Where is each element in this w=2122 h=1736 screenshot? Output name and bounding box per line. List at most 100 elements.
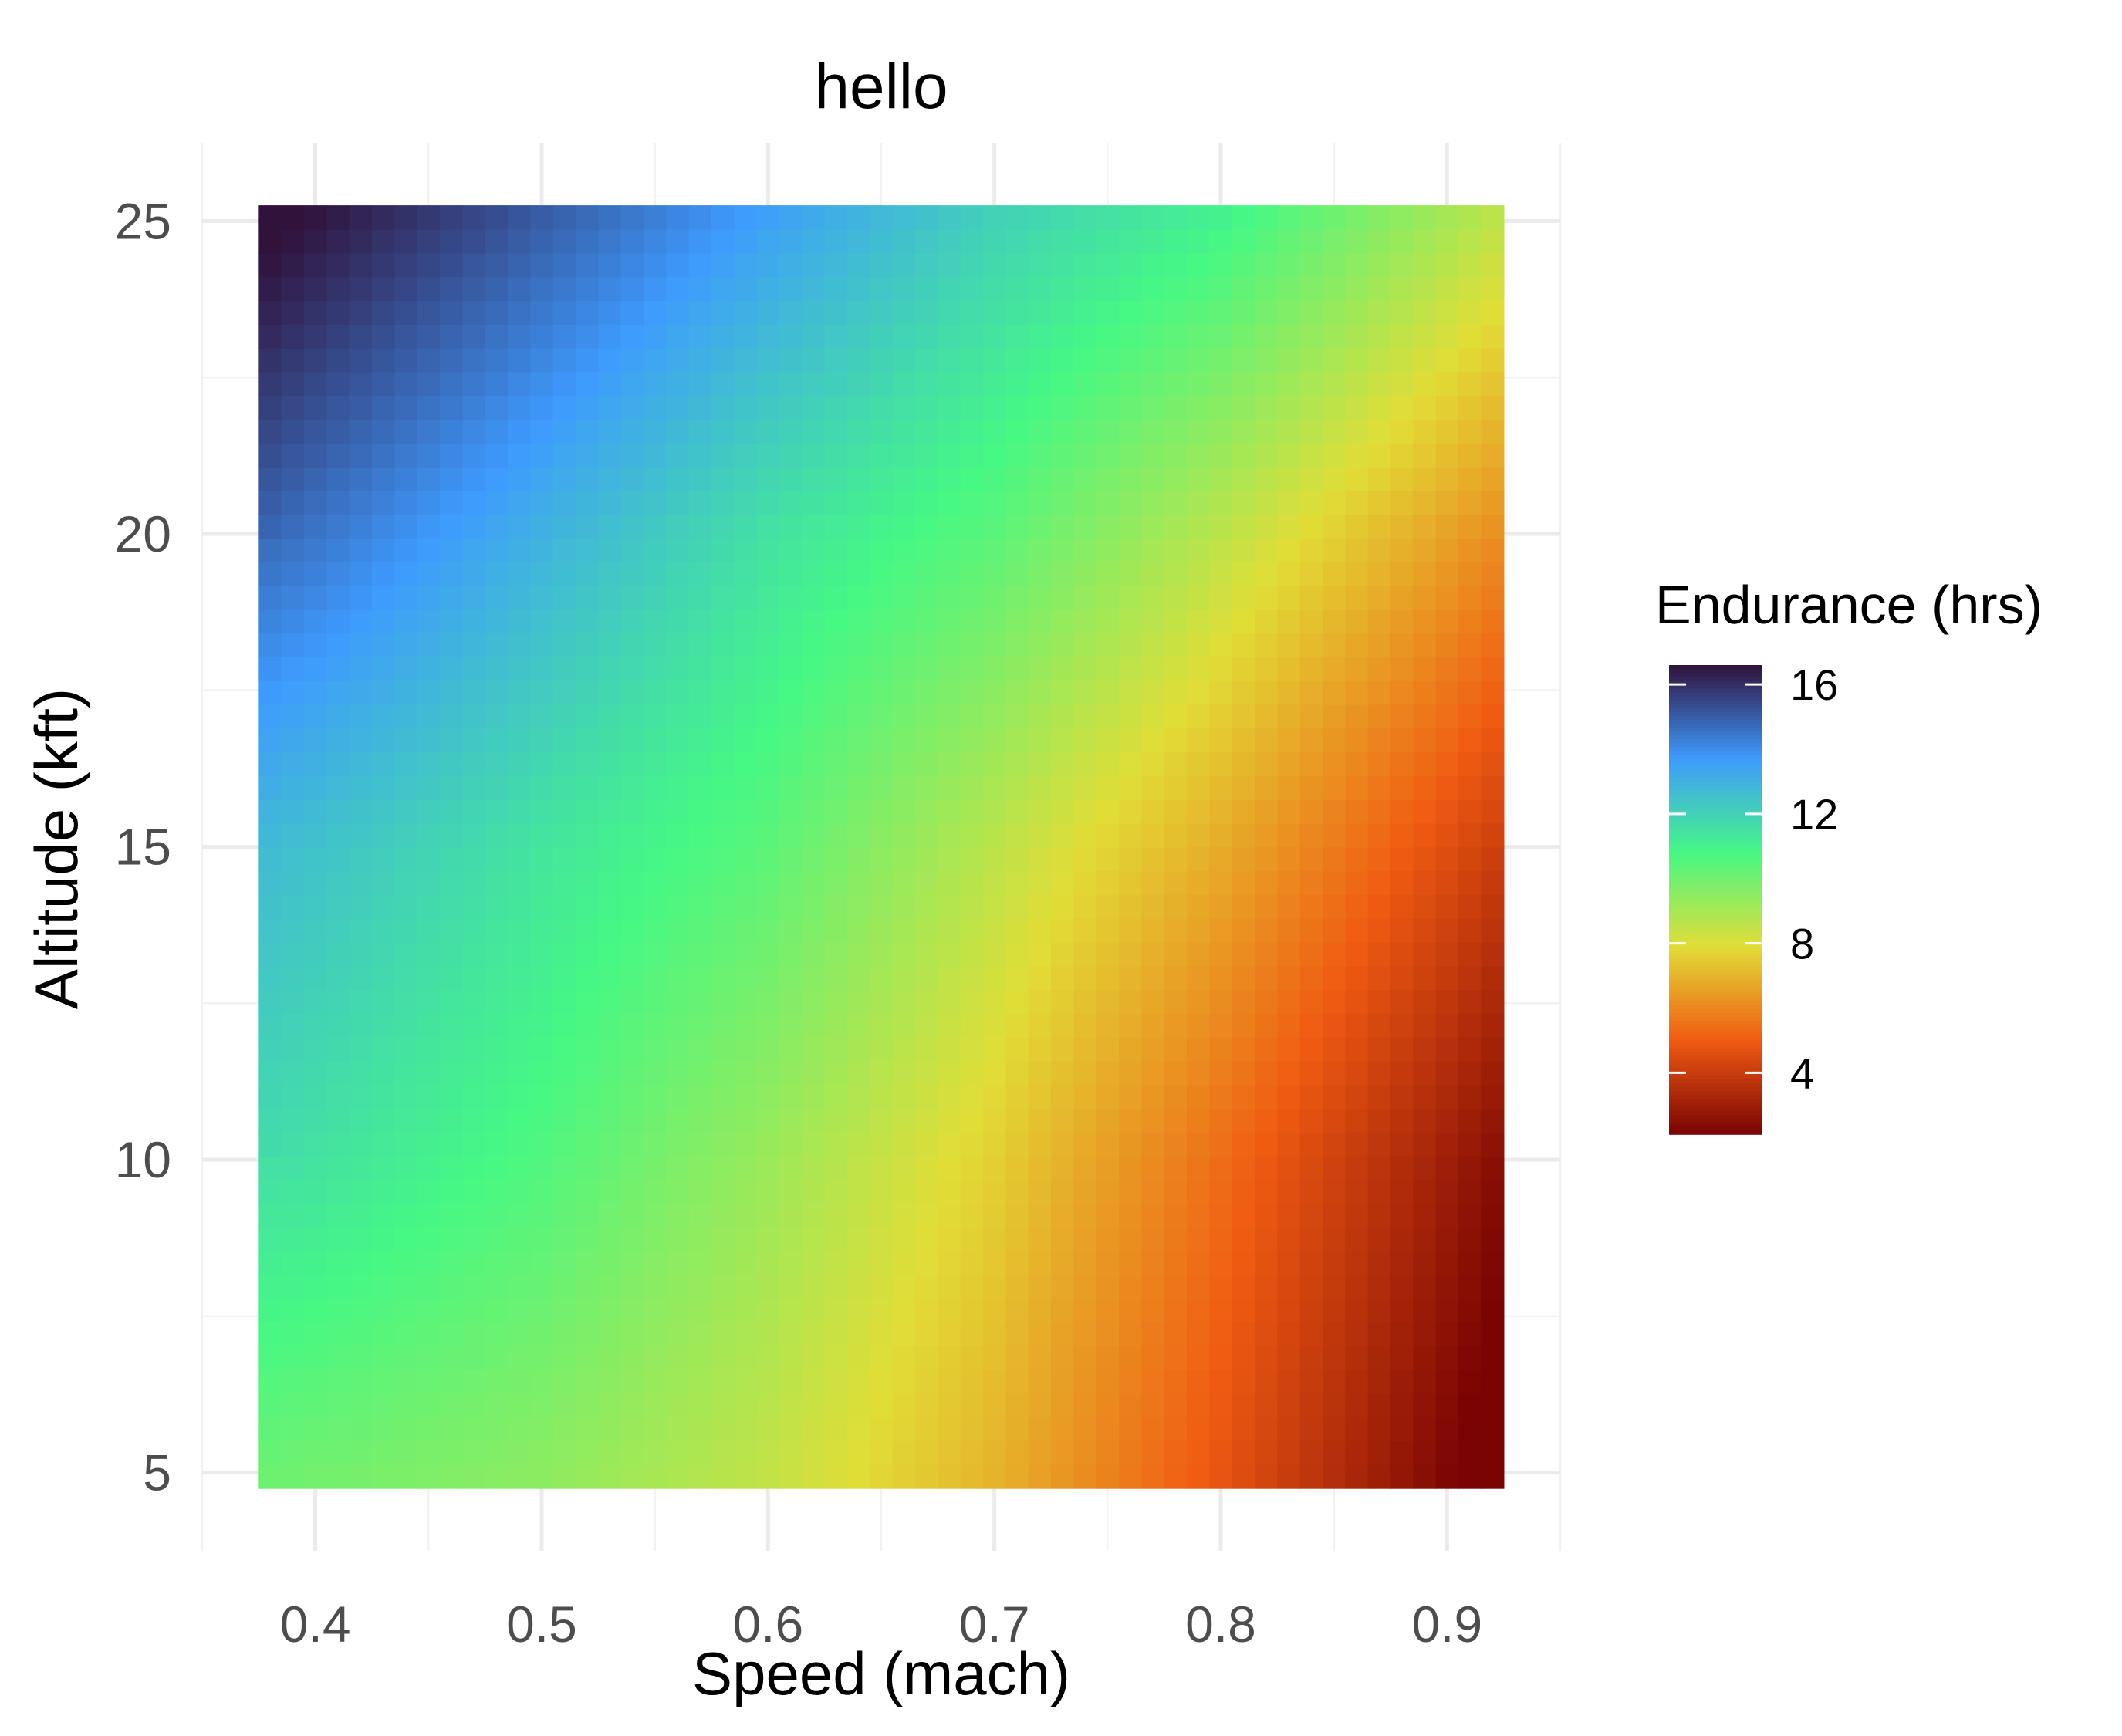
- heatmap-tile: [281, 657, 305, 681]
- heatmap-tile: [1073, 1369, 1097, 1394]
- heatmap-tile: [779, 1060, 803, 1086]
- heatmap-tile: [576, 1108, 600, 1133]
- heatmap-tile: [802, 1013, 826, 1038]
- heatmap-tile: [576, 490, 600, 515]
- heatmap-tile: [938, 1036, 961, 1062]
- heatmap-tile: [1435, 728, 1459, 753]
- heatmap-tile: [1209, 775, 1233, 800]
- heatmap-tile: [1164, 443, 1188, 468]
- heatmap-tile: [847, 799, 871, 824]
- heatmap-tile: [1458, 324, 1482, 349]
- heatmap-tile: [281, 1250, 305, 1275]
- heatmap-tile: [1390, 585, 1414, 610]
- heatmap-tile: [417, 1013, 441, 1038]
- heatmap-tile: [576, 1250, 600, 1275]
- heatmap-tile: [802, 822, 826, 848]
- heatmap-tile: [598, 371, 622, 397]
- heatmap-tile: [1255, 1250, 1279, 1275]
- heatmap-tile: [870, 466, 894, 491]
- heatmap-tile: [915, 846, 939, 872]
- heatmap-tile: [1187, 395, 1211, 420]
- heatmap-tile: [802, 538, 826, 562]
- heatmap-tile: [440, 941, 464, 967]
- heatmap-tile: [1435, 870, 1459, 895]
- heatmap-tile: [1141, 419, 1165, 444]
- heatmap-tile: [1299, 1084, 1323, 1109]
- heatmap-tile: [892, 1440, 916, 1465]
- heatmap-tile: [1164, 941, 1188, 967]
- heatmap-tile: [417, 490, 441, 515]
- heatmap-tile: [1141, 1036, 1165, 1062]
- heatmap-tile: [892, 704, 916, 729]
- heatmap-tile: [440, 965, 464, 991]
- heatmap-tile: [915, 561, 939, 586]
- heatmap-tile: [960, 419, 984, 444]
- heatmap-tile: [1367, 395, 1391, 420]
- heatmap-tile: [394, 324, 418, 349]
- heatmap-tile: [960, 704, 984, 729]
- heatmap-tile: [983, 846, 1007, 872]
- heatmap-tile: [666, 799, 690, 824]
- heatmap-tile: [802, 1393, 826, 1418]
- heatmap-tile: [915, 419, 939, 444]
- heatmap-tile: [734, 443, 758, 468]
- heatmap-tile: [1119, 1369, 1143, 1394]
- heatmap-tile: [508, 965, 532, 991]
- heatmap-tile: [1073, 1227, 1097, 1251]
- heatmap-tile: [847, 846, 871, 872]
- heatmap-tile: [1255, 775, 1279, 800]
- heatmap-tile: [1164, 917, 1188, 943]
- heatmap-tile: [508, 490, 532, 515]
- heatmap-tile: [1187, 1179, 1211, 1204]
- heatmap-tile: [1028, 395, 1052, 420]
- heatmap-tile: [258, 1346, 282, 1370]
- heatmap-tile: [1435, 633, 1459, 657]
- heatmap-tile: [1413, 1274, 1437, 1299]
- heatmap-tile: [620, 252, 644, 278]
- legend-color-step: [1669, 1114, 1762, 1120]
- heatmap-tile: [1299, 1179, 1323, 1204]
- heatmap-tile: [892, 1369, 916, 1394]
- legend-color-step: [1669, 711, 1762, 717]
- heatmap-tile: [258, 846, 282, 872]
- heatmap-tile: [258, 443, 282, 468]
- heatmap-tile: [1005, 917, 1029, 943]
- heatmap-tile: [1458, 941, 1482, 967]
- heatmap-tile: [983, 1203, 1007, 1228]
- heatmap-tile: [666, 633, 690, 657]
- heatmap-tile: [1299, 1013, 1323, 1038]
- heatmap-tile: [1255, 1440, 1279, 1465]
- heatmap-tile: [372, 205, 396, 230]
- heatmap-tile: [1187, 1298, 1211, 1323]
- heatmap-tile: [644, 1346, 667, 1370]
- heatmap-tile: [1367, 917, 1391, 943]
- heatmap-tile: [666, 490, 690, 515]
- heatmap-tile: [1345, 1060, 1369, 1086]
- heatmap-tile: [960, 1440, 984, 1465]
- heatmap-tile: [1073, 941, 1097, 967]
- heatmap-tile: [1073, 633, 1097, 657]
- heatmap-tile: [1028, 1393, 1052, 1418]
- heatmap-tile: [756, 894, 780, 919]
- heatmap-tile: [1141, 1393, 1165, 1418]
- heatmap-tile: [440, 443, 464, 468]
- heatmap-tile: [802, 252, 826, 278]
- heatmap-tile: [688, 466, 712, 491]
- heatmap-tile: [576, 822, 600, 848]
- heatmap-tile: [552, 205, 576, 230]
- heatmap-tile: [644, 680, 667, 705]
- legend-color-step: [1669, 880, 1762, 885]
- heatmap-tile: [417, 941, 441, 967]
- heatmap-tile: [417, 1298, 441, 1323]
- heatmap-tile: [508, 1464, 532, 1489]
- heatmap-tile: [1255, 941, 1279, 967]
- heatmap-tile: [1255, 228, 1279, 254]
- heatmap-tile: [1277, 1013, 1301, 1038]
- heatmap-tile: [598, 1393, 622, 1418]
- heatmap-tile: [1187, 443, 1211, 468]
- heatmap-tile: [462, 443, 486, 468]
- heatmap-tile: [1028, 419, 1052, 444]
- heatmap-tile: [1435, 252, 1459, 278]
- heatmap-tile: [440, 1346, 464, 1370]
- heatmap-tile: [326, 1203, 350, 1228]
